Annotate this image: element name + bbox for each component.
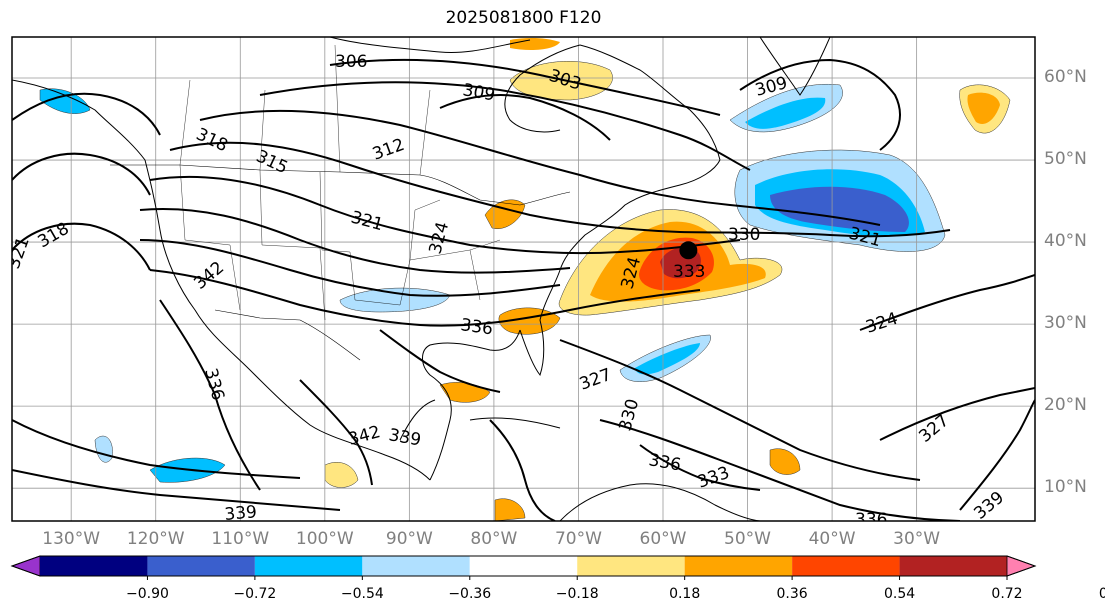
contour-label: 330 (728, 225, 760, 245)
colorbar-tick-label: 0.90 (1098, 586, 1105, 602)
coast-north-america-west (12, 79, 431, 481)
colorbar-tick-label: −0.90 (125, 586, 169, 602)
coastlines (12, 37, 831, 521)
cold-anomaly-southeast (339, 287, 451, 313)
colorbar-tick-label: −0.18 (555, 586, 599, 602)
latitude-tick-label: 40°N (1044, 231, 1087, 252)
contour-label: 336 (459, 315, 494, 339)
coast-south-america (559, 483, 761, 521)
contour-labels: 306 303 309 309 312 315 318 318 321 321 … (12, 52, 1008, 530)
longitude-tick-label: 80°W (470, 529, 518, 549)
longitude-tick-label: 90°W (385, 529, 433, 549)
coast-east (539, 159, 721, 321)
colorbar (10, 555, 1037, 580)
colorbar-segment (147, 556, 255, 576)
coast-greenland (759, 37, 831, 96)
colorbar-tick-label: 0.36 (776, 586, 808, 602)
contour-lines (12, 58, 1035, 521)
warm-anomaly-southatlantic (769, 448, 801, 475)
coast-arctic (329, 37, 531, 54)
warm-anomaly-equator (494, 498, 526, 521)
map-frame (11, 36, 1036, 522)
contour-label: 306 (335, 52, 367, 72)
cold-anomaly-atlantic-max (770, 186, 909, 232)
colorbar-segment (254, 556, 363, 576)
latitude-tick-label: 60°N (1044, 67, 1087, 88)
shading-layer (39, 37, 1011, 521)
coast-cuba (469, 417, 561, 429)
colorbar-extend-high (1006, 555, 1037, 577)
map-title: 2025081800 F120 (445, 8, 602, 28)
latitude-tick-label: 10°N (1044, 477, 1087, 498)
coast-labrador (579, 44, 721, 161)
province-borders (179, 44, 431, 176)
longitude-tick-label: 30°W (893, 529, 941, 549)
colorbar-tick-label: −0.36 (448, 586, 492, 602)
colorbar-extend-low (10, 555, 41, 577)
colorbar-segment (469, 556, 578, 576)
longitude-tick-label: 130°W (42, 529, 101, 549)
contour-label: 333 (673, 262, 705, 282)
colorbar-tick-label: −0.54 (340, 586, 384, 602)
longitude-tick-label: 70°W (554, 529, 602, 549)
map-background (12, 37, 1035, 521)
low-center-marker (679, 241, 698, 260)
longitude-tick-label: 50°W (724, 529, 772, 549)
latitude-tick-label: 20°N (1044, 395, 1087, 416)
colorbar-segment (40, 556, 148, 576)
warm-anomaly-east-core (967, 92, 1000, 125)
colorbar-segment (577, 556, 685, 576)
latitude-tick-label: 50°N (1044, 149, 1087, 170)
graticule (12, 37, 1035, 521)
longitude-tick-label: 120°W (126, 529, 185, 549)
cold-anomaly-labrador-core (745, 97, 826, 129)
colorbar-segment (684, 556, 793, 576)
coast-gulf-mexico (422, 329, 521, 481)
colorbar-segment (792, 556, 900, 576)
state-borders (179, 164, 501, 321)
coast-yucatan (399, 399, 436, 441)
longitude-tick-label: 40°W (808, 529, 856, 549)
coast-florida (519, 319, 545, 377)
country-border-us-mexico (214, 309, 361, 361)
colorbar-tick-label: 0.72 (991, 586, 1023, 602)
latitude-tick-label: 30°N (1044, 313, 1087, 334)
colorbar-tick-label: 0.54 (883, 586, 916, 602)
colorbar-segment (362, 556, 470, 576)
cold-anomaly-caribbean-core (635, 343, 700, 375)
longitude-tick-label: 100°W (295, 529, 354, 549)
colorbar-segment (899, 556, 1007, 576)
colorbar-tick-label: 0.18 (669, 586, 701, 602)
colorbar-tick-label: −0.72 (233, 586, 277, 602)
cold-anomaly-alaska (39, 88, 91, 114)
warm-anomaly-mexico (324, 462, 359, 488)
longitude-tick-label: 60°W (639, 529, 687, 549)
longitude-tick-label: 110°W (211, 529, 270, 549)
contour-label: 336 (855, 510, 887, 530)
colorbar-outline (10, 555, 1037, 577)
country-border-us-canada (110, 164, 571, 206)
contour-label: 339 (224, 502, 258, 525)
